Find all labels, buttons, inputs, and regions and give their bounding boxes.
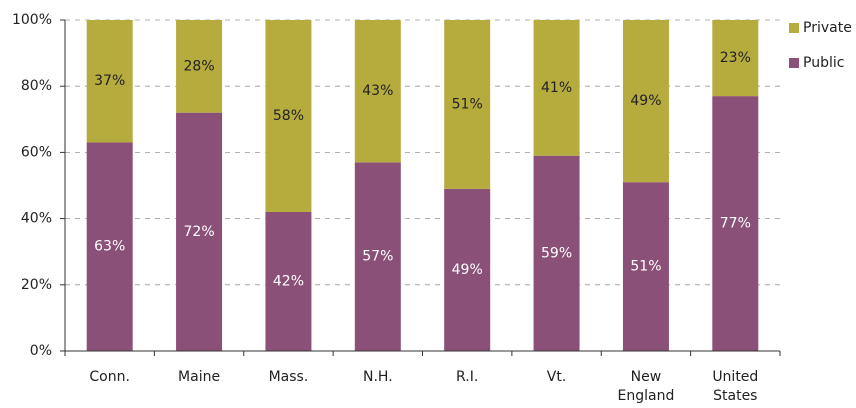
x-tick-label: United States xyxy=(712,369,758,404)
data-label: 63% xyxy=(94,239,125,255)
data-label: 43% xyxy=(362,83,393,99)
bar-segment xyxy=(354,162,401,351)
y-tick-label: 100% xyxy=(12,12,52,28)
data-label: 59% xyxy=(541,245,572,261)
x-tick-label: R.I. xyxy=(456,369,478,385)
bar-segment xyxy=(265,211,312,351)
y-tick-label: 60% xyxy=(21,144,52,160)
bar-segment xyxy=(86,20,133,143)
data-label: 23% xyxy=(720,50,751,66)
x-tick-label: Maine xyxy=(178,369,220,385)
bar-segment xyxy=(354,20,401,163)
data-label: 51% xyxy=(452,96,483,112)
data-label: 41% xyxy=(541,80,572,96)
data-label: 28% xyxy=(184,58,215,74)
data-label: 72% xyxy=(184,224,215,240)
data-label: 49% xyxy=(452,262,483,278)
bar-segment xyxy=(176,112,223,352)
legend-label: Private xyxy=(803,20,852,36)
bar-segment xyxy=(622,182,669,351)
legend-label: Public xyxy=(803,55,844,71)
x-tick-label: Conn. xyxy=(89,369,130,385)
data-label: 42% xyxy=(273,273,304,289)
data-label: 58% xyxy=(273,108,304,124)
legend-swatch xyxy=(789,23,799,33)
bar-segment xyxy=(444,188,491,351)
y-tick-label: 0% xyxy=(30,343,52,359)
bar-segment xyxy=(176,20,223,113)
legend-swatch xyxy=(789,58,799,68)
data-label: 49% xyxy=(630,93,661,109)
x-tick-label: Vt. xyxy=(547,369,567,385)
y-tick-label: 80% xyxy=(21,78,52,94)
x-tick-label: N.H. xyxy=(363,369,393,385)
data-label: 57% xyxy=(362,249,393,265)
y-tick-label: 20% xyxy=(21,277,52,293)
data-label: 77% xyxy=(720,216,751,232)
data-label: 51% xyxy=(630,259,661,275)
bar-segment xyxy=(533,155,580,351)
x-tick-label: Mass. xyxy=(269,369,309,385)
bar-segment xyxy=(265,20,312,212)
bar-segment xyxy=(712,96,759,351)
bar-segment xyxy=(533,20,580,156)
bar-segment xyxy=(86,142,133,351)
x-tick-label: New England xyxy=(618,369,675,404)
y-tick-label: 40% xyxy=(21,211,52,227)
data-label: 37% xyxy=(94,73,125,89)
bar-segment xyxy=(622,20,669,183)
bar-segment xyxy=(712,20,759,97)
bar-segment xyxy=(444,20,491,189)
